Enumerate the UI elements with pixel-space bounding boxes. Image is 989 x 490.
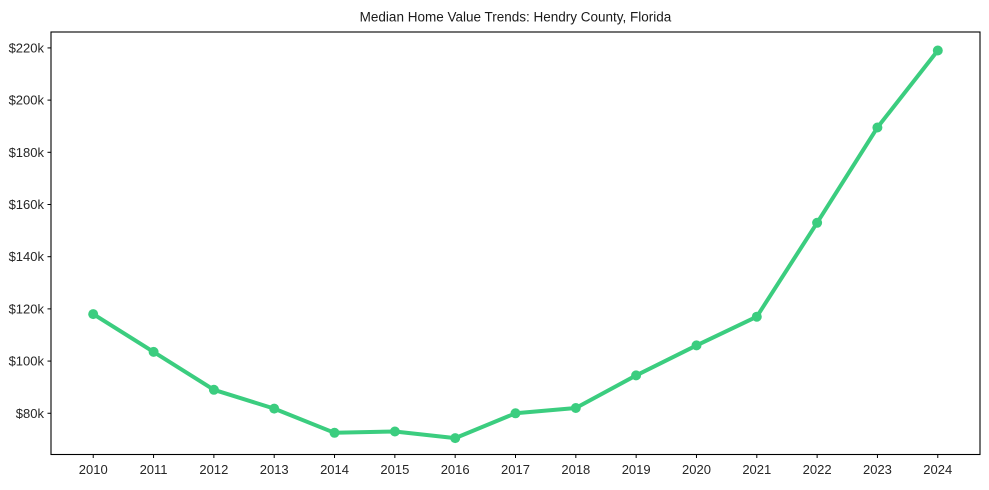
- y-tick-label: $220k: [9, 40, 45, 55]
- x-tick-label: 2011: [140, 462, 168, 477]
- data-point-marker: [450, 433, 461, 444]
- y-tick-label: $180k: [9, 145, 45, 160]
- y-tick-label: $160k: [9, 197, 45, 212]
- x-tick-label: 2013: [260, 462, 289, 477]
- y-tick-label: $200k: [9, 93, 45, 108]
- data-point-marker: [269, 403, 280, 414]
- data-point-marker: [208, 384, 219, 395]
- x-tick-label: 2015: [380, 462, 409, 477]
- data-point-marker: [510, 408, 521, 419]
- data-point-marker: [932, 45, 943, 56]
- x-tick-label: 2020: [682, 462, 711, 477]
- x-tick-label: 2012: [199, 462, 228, 477]
- data-point-marker: [570, 403, 581, 413]
- data-point-marker: [389, 426, 400, 437]
- data-point-marker: [329, 427, 340, 438]
- x-tick-label: 2023: [863, 462, 892, 477]
- data-point-marker: [751, 311, 762, 322]
- x-tick-label: 2018: [561, 462, 590, 477]
- x-tick-label: 2014: [320, 462, 349, 477]
- x-tick-label: 2024: [923, 462, 952, 477]
- x-tick-label: 2021: [742, 462, 771, 477]
- y-tick-label: $120k: [9, 301, 45, 316]
- data-point-marker: [148, 346, 159, 357]
- x-tick-label: 2016: [441, 462, 470, 477]
- x-tick-label: 2019: [622, 462, 651, 477]
- y-tick-label: $140k: [9, 249, 45, 264]
- x-tick-label: 2022: [803, 462, 832, 477]
- data-point-marker: [88, 309, 99, 320]
- data-point-marker: [631, 370, 642, 381]
- data-point-marker: [691, 340, 702, 351]
- x-tick-label: 2010: [79, 462, 108, 477]
- x-tick-label: 2017: [501, 462, 530, 477]
- data-point-marker: [872, 122, 883, 133]
- plot-border: [50, 31, 981, 456]
- data-point-marker: [812, 217, 823, 228]
- plot-area: $80k $100k $120k $140k $160k $180k $200k $220k 2…: [9, 31, 981, 477]
- chart-title: Median Home Value Trends: Hendry County,…: [360, 10, 672, 25]
- y-tick-label: $80k: [16, 406, 45, 421]
- y-tick-label: $100k: [9, 354, 45, 369]
- value-line: [91, 48, 940, 441]
